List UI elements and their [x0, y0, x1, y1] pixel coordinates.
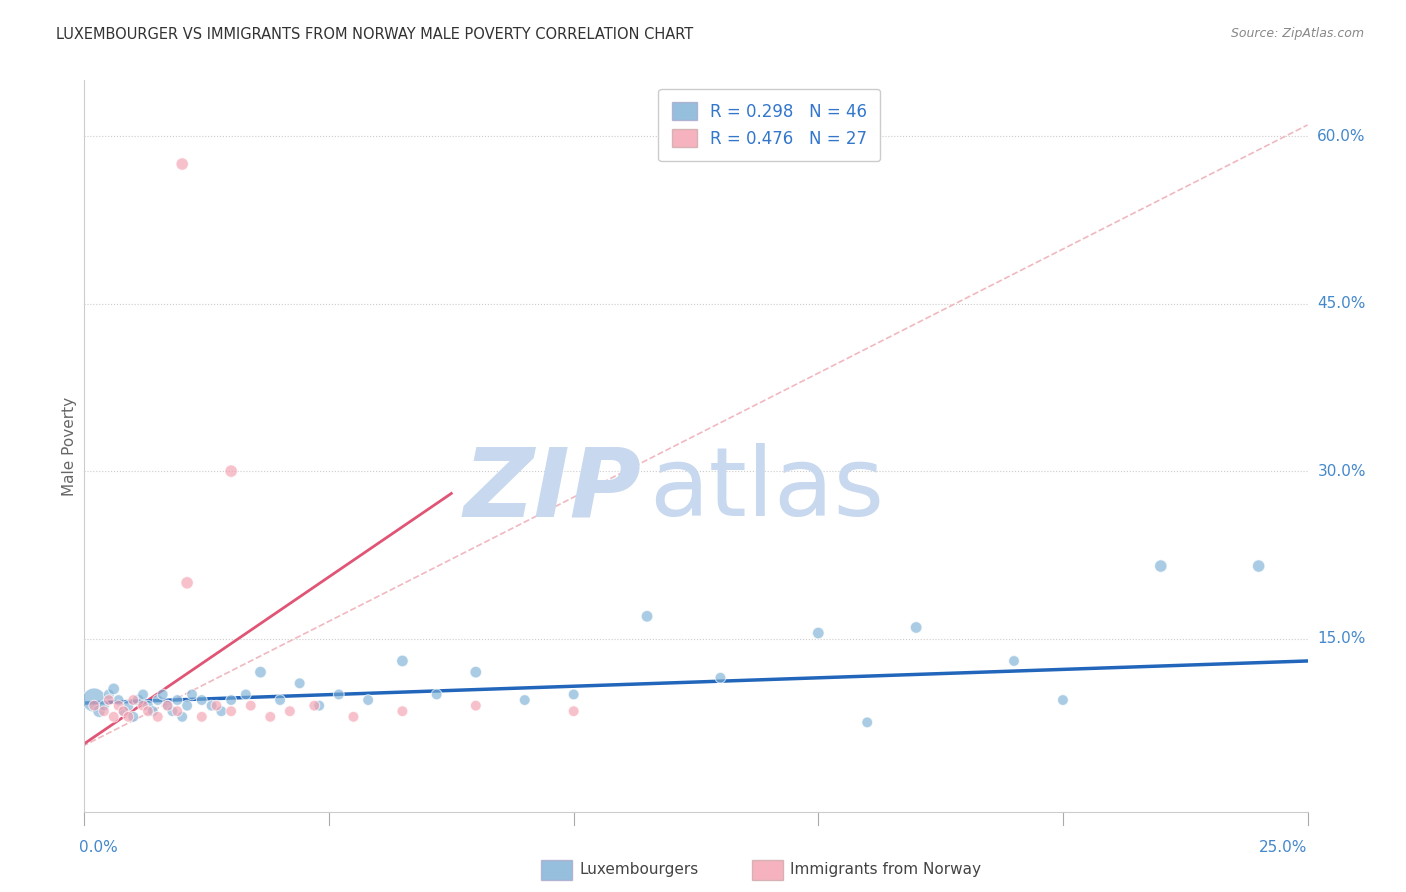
Point: [709, 671, 731, 685]
Text: 30.0%: 30.0%: [1317, 464, 1365, 479]
Point: [166, 693, 188, 707]
Point: [107, 693, 129, 707]
Point: [97, 693, 120, 707]
Point: [132, 688, 155, 702]
Point: [112, 704, 135, 718]
Bar: [752, 860, 783, 880]
Text: 0.0%: 0.0%: [80, 839, 118, 855]
Point: [117, 698, 139, 713]
Point: [562, 688, 585, 702]
Point: [249, 665, 271, 680]
Point: [103, 710, 125, 724]
Point: [426, 688, 449, 702]
Point: [357, 693, 380, 707]
Point: [905, 620, 928, 634]
Point: [122, 710, 145, 724]
Point: [152, 688, 174, 702]
Point: [191, 710, 214, 724]
Point: [117, 710, 139, 724]
Point: [97, 688, 120, 702]
Point: [112, 704, 135, 718]
Point: [259, 710, 281, 724]
Point: [464, 698, 486, 713]
Point: [136, 698, 159, 713]
Point: [807, 626, 830, 640]
Y-axis label: Male Poverty: Male Poverty: [62, 396, 77, 496]
Point: [87, 704, 110, 718]
Point: [209, 704, 232, 718]
Point: [93, 698, 115, 713]
Point: [1052, 693, 1074, 707]
Point: [172, 710, 194, 724]
Point: [122, 693, 145, 707]
Point: [146, 693, 169, 707]
Point: [83, 698, 105, 713]
Point: [127, 693, 149, 707]
Text: 45.0%: 45.0%: [1317, 296, 1365, 311]
Point: [391, 704, 413, 718]
Point: [235, 688, 257, 702]
Point: [1247, 559, 1270, 574]
Text: atlas: atlas: [650, 443, 884, 536]
Point: [191, 693, 214, 707]
Point: [93, 704, 115, 718]
Point: [200, 698, 222, 713]
Point: [219, 464, 242, 478]
Point: [142, 704, 165, 718]
Point: [513, 693, 536, 707]
Point: [328, 688, 350, 702]
Point: [219, 693, 242, 707]
Point: [391, 654, 413, 668]
Point: [342, 710, 364, 724]
Point: [856, 715, 879, 730]
Point: [562, 704, 585, 718]
Point: [636, 609, 658, 624]
Point: [107, 698, 129, 713]
Point: [219, 704, 242, 718]
Point: [166, 704, 188, 718]
Point: [176, 698, 198, 713]
Point: [132, 698, 155, 713]
Point: [205, 698, 228, 713]
Point: [176, 575, 198, 590]
Point: [136, 704, 159, 718]
Text: 60.0%: 60.0%: [1317, 128, 1365, 144]
Point: [239, 698, 262, 713]
Text: Source: ZipAtlas.com: Source: ZipAtlas.com: [1230, 27, 1364, 40]
Point: [269, 693, 291, 707]
Point: [304, 698, 326, 713]
Point: [464, 665, 486, 680]
Point: [146, 710, 169, 724]
Point: [172, 157, 194, 171]
Text: LUXEMBOURGER VS IMMIGRANTS FROM NORWAY MALE POVERTY CORRELATION CHART: LUXEMBOURGER VS IMMIGRANTS FROM NORWAY M…: [56, 27, 693, 42]
Bar: [541, 860, 572, 880]
Point: [308, 698, 330, 713]
Point: [156, 698, 179, 713]
Point: [83, 693, 105, 707]
Point: [103, 681, 125, 696]
Point: [1150, 559, 1173, 574]
Text: ZIP: ZIP: [463, 443, 641, 536]
Text: 15.0%: 15.0%: [1317, 632, 1365, 646]
Point: [162, 704, 184, 718]
Point: [156, 698, 179, 713]
Text: Immigrants from Norway: Immigrants from Norway: [790, 863, 981, 877]
Text: 25.0%: 25.0%: [1260, 839, 1308, 855]
Point: [181, 688, 204, 702]
Point: [1002, 654, 1025, 668]
Point: [278, 704, 301, 718]
Point: [288, 676, 311, 690]
Text: Luxembourgers: Luxembourgers: [579, 863, 699, 877]
Legend: R = 0.298   N = 46, R = 0.476   N = 27: R = 0.298 N = 46, R = 0.476 N = 27: [658, 88, 880, 161]
